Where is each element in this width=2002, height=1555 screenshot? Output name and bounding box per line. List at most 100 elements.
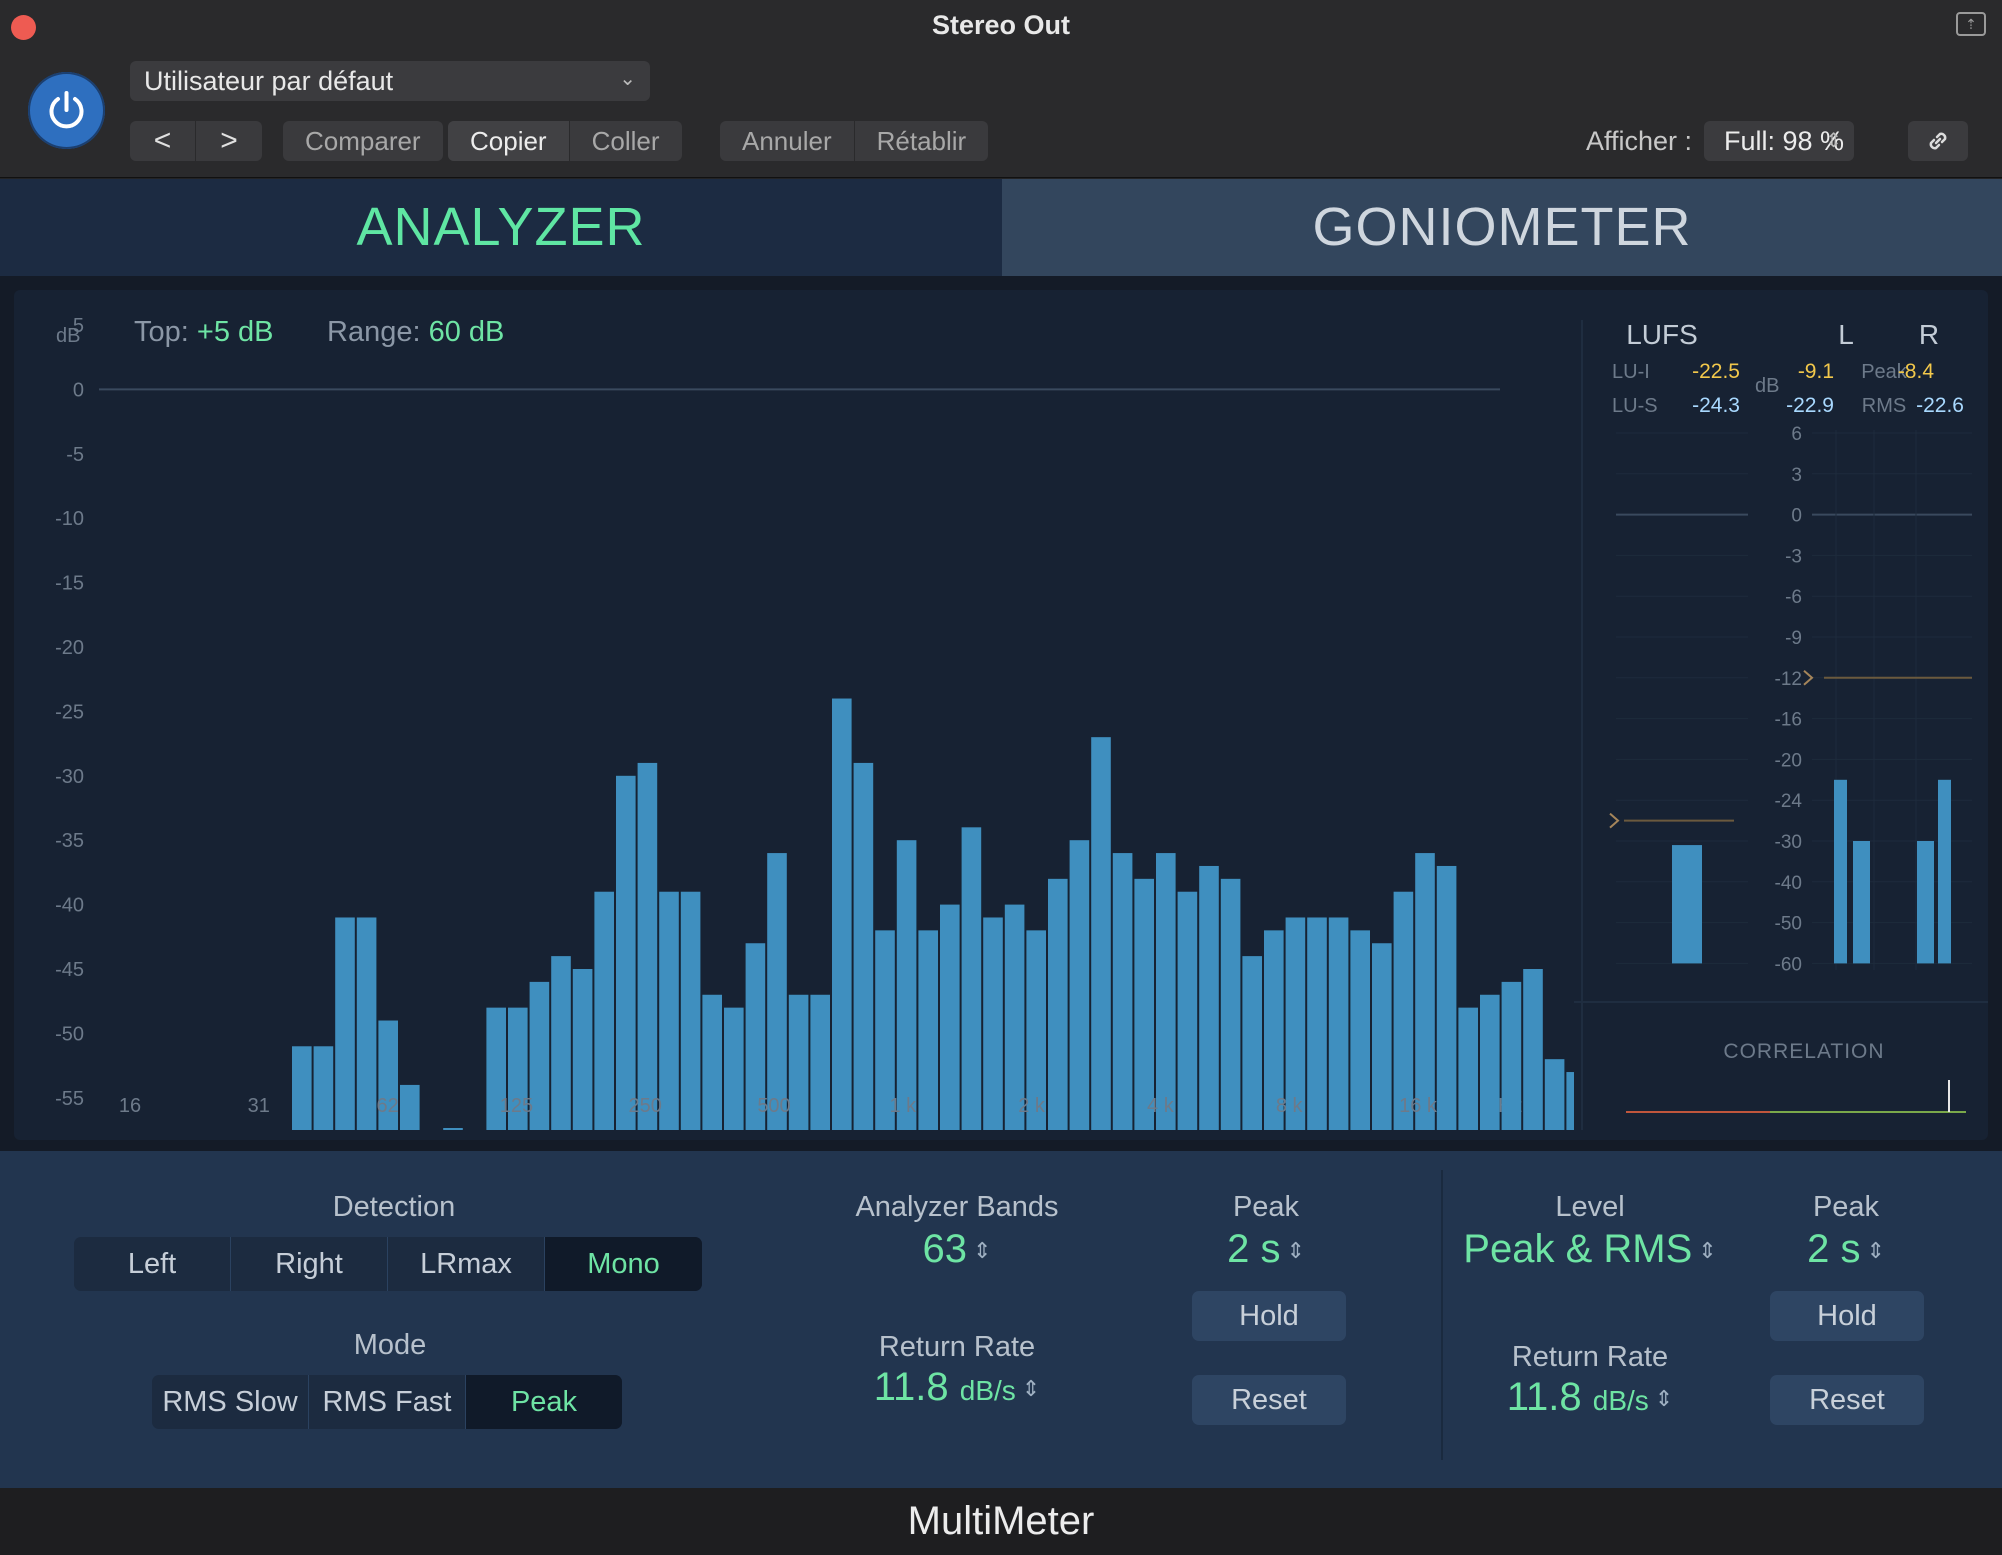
y-tick-label: -15	[55, 573, 84, 595]
y-axis-unit: dB	[56, 325, 80, 347]
spectrum-bar	[1026, 930, 1046, 1130]
view-size-select[interactable]: Full: 98 % ⇕	[1704, 121, 1854, 161]
analyzer-hold-button[interactable]: Hold	[1192, 1291, 1346, 1341]
level-peak-stepper[interactable]: 2 s ⇕	[1756, 1227, 1936, 1272]
up-down-chevron-icon: ⇕	[1654, 1386, 1674, 1412]
spectrum-bar	[1458, 1007, 1478, 1130]
power-button[interactable]	[28, 72, 105, 149]
y-tick-label: -45	[55, 959, 84, 981]
undo-button[interactable]: Annuler	[720, 121, 855, 161]
level-target-marker-icon	[1803, 670, 1814, 686]
level-reset-button[interactable]: Reset	[1770, 1375, 1924, 1425]
tab-analyzer[interactable]: ANALYZER	[0, 179, 1002, 276]
meter-bar	[1853, 841, 1870, 964]
paste-button[interactable]: Coller	[591, 126, 660, 156]
spectrum-bar	[680, 891, 701, 1130]
spectrum-chart: dB Hz 50-5-10-15-20-25-30-35-40-45-50-55…	[55, 315, 1574, 1130]
meter-scale-label: -20	[1775, 750, 1802, 771]
spectrum-bar	[832, 698, 852, 1130]
y-tick-label: 5	[73, 315, 84, 337]
lu-s-value: -24.3	[1692, 394, 1740, 417]
level-stepper[interactable]: Peak & RMS ⇕	[1440, 1227, 1740, 1272]
next-preset-button[interactable]: >	[220, 124, 238, 157]
spectrum-bar	[702, 994, 722, 1130]
spectrum-bar	[1091, 737, 1111, 1130]
detach-window-icon[interactable]: ⇡	[1956, 12, 1986, 36]
detection-option-mono[interactable]: Mono	[545, 1237, 702, 1291]
meter-scale-label: -3	[1785, 546, 1802, 567]
close-window-button[interactable]	[11, 15, 36, 40]
detection-label: Detection	[332, 1191, 456, 1223]
spectrum-bar	[1177, 891, 1198, 1130]
analyzer-reset-button[interactable]: Reset	[1192, 1375, 1346, 1425]
plugin-name-footer: MultiMeter	[0, 1488, 2002, 1555]
preset-value: Utilisateur par défaut	[144, 66, 394, 96]
x-tick-label: 250	[629, 1095, 662, 1117]
spectrum-bar	[724, 1007, 744, 1130]
top-setting[interactable]: Top: +5 dB	[134, 316, 273, 349]
copy-paste-group: Copier Coller	[448, 121, 682, 161]
compare-button[interactable]: Comparer	[305, 126, 421, 156]
range-label: Range:	[327, 316, 421, 348]
up-down-chevron-icon: ⇕	[973, 1238, 992, 1264]
spectrum-bar	[1566, 1072, 1574, 1130]
detection-option-lrmax[interactable]: LRmax	[388, 1237, 545, 1291]
analyzer-display: Top: +5 dB Range: 60 dB dB Hz 50-5-10-15…	[0, 276, 2002, 1151]
mode-option-rms-slow[interactable]: RMS Slow	[152, 1375, 309, 1429]
level-hold-button[interactable]: Hold	[1770, 1291, 1924, 1341]
copy-button[interactable]: Copier	[448, 121, 570, 161]
analyzer-bands-label: Analyzer Bands	[855, 1191, 1059, 1223]
meter-scale-label: -9	[1785, 628, 1802, 649]
link-icon	[1929, 132, 1947, 150]
detection-option-left[interactable]: Left	[74, 1237, 231, 1291]
spectrum-bar	[1523, 969, 1543, 1130]
spectrum-bar	[1134, 878, 1154, 1130]
tab-goniometer[interactable]: GONIOMETER	[1002, 179, 2002, 276]
correlation-label: CORRELATION	[1723, 1040, 1884, 1063]
spectrum-bar	[1415, 853, 1435, 1130]
power-icon	[49, 91, 84, 129]
x-tick-label: 500	[757, 1095, 790, 1117]
analyzer-return-rate-stepper[interactable]: 11.8 dB/s ⇕	[820, 1365, 1094, 1410]
y-axis-ticks: 5 0 -5 -10 -15 -20 -25 -30 -35 -40 -45 -50 -55	[55, 315, 84, 1110]
lu-s-label: LU-S	[1612, 395, 1658, 417]
range-setting[interactable]: Range: 60 dB	[327, 316, 504, 349]
level-return-rate-unit: dB/s	[1592, 1385, 1649, 1416]
preset-select[interactable]: Utilisateur par défaut ⌄	[130, 61, 650, 101]
spectrum-bar	[1436, 865, 1457, 1130]
lu-i-label: LU-I	[1612, 361, 1650, 383]
compare-group: Comparer	[283, 121, 443, 161]
lufs-title: LUFS	[1626, 319, 1698, 350]
detection-option-right[interactable]: Right	[231, 1237, 388, 1291]
meter-bar	[1917, 841, 1934, 964]
x-tick-label: 31	[248, 1095, 270, 1117]
analyzer-peak-stepper[interactable]: 2 s ⇕	[1176, 1227, 1356, 1272]
spectrum-bar	[356, 917, 377, 1130]
level-return-rate-stepper[interactable]: 11.8 dB/s ⇕	[1440, 1375, 1740, 1420]
mode-option-rms-fast[interactable]: RMS Fast	[309, 1375, 466, 1429]
meter-scale-label: -24	[1775, 791, 1803, 812]
meter-scale-label: -16	[1775, 710, 1802, 731]
spectrum-bar	[918, 930, 938, 1130]
detection-segmented: Left Right LRmax Mono	[74, 1237, 702, 1291]
spectrum-bar	[378, 1020, 398, 1130]
analyzer-panel: Top: +5 dB Range: 60 dB dB Hz 50-5-10-15…	[14, 290, 1988, 1140]
analyzer-return-rate-unit: dB/s	[959, 1375, 1016, 1406]
analyzer-bands-stepper[interactable]: 63 ⇕	[820, 1227, 1094, 1272]
spectrum-bar	[616, 775, 636, 1130]
link-button[interactable]	[1908, 121, 1968, 161]
right-peak-value: -8.4	[1898, 360, 1935, 383]
spectrum-bar	[1004, 904, 1025, 1130]
y-tick-label: -30	[55, 766, 84, 788]
mode-option-peak[interactable]: Peak	[466, 1375, 622, 1429]
spectrum-bar	[810, 994, 830, 1130]
level-peak-value: 2 s	[1807, 1227, 1861, 1271]
previous-preset-button[interactable]: <	[130, 121, 196, 161]
redo-button[interactable]: Rétablir	[876, 126, 967, 156]
x-tick-label: 2 k	[1018, 1095, 1046, 1117]
spectrum-bar	[788, 994, 809, 1130]
meter-scale-label: 0	[1791, 506, 1802, 527]
meter-scale-label: -30	[1775, 832, 1802, 853]
y-tick-label: -5	[66, 444, 84, 466]
